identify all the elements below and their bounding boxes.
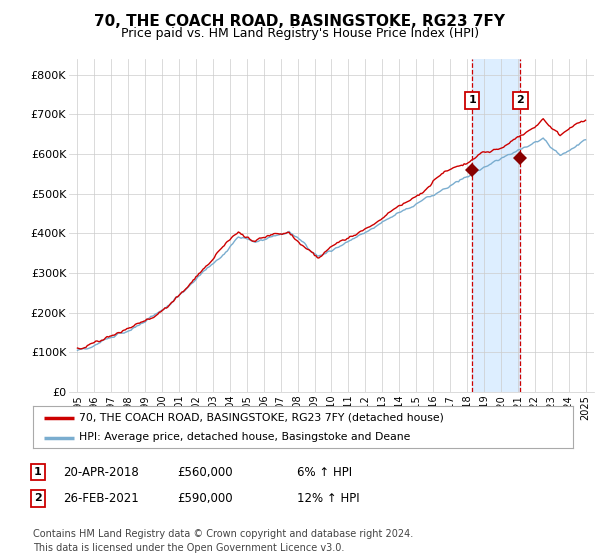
Text: 2: 2 — [34, 493, 41, 503]
Text: 26-FEB-2021: 26-FEB-2021 — [63, 492, 139, 505]
Text: Price paid vs. HM Land Registry's House Price Index (HPI): Price paid vs. HM Land Registry's House … — [121, 27, 479, 40]
Text: 1: 1 — [468, 95, 476, 105]
Bar — [472, 59, 520, 392]
Text: 2: 2 — [517, 95, 524, 105]
Text: 1: 1 — [34, 467, 41, 477]
Text: 70, THE COACH ROAD, BASINGSTOKE, RG23 7FY (detached house): 70, THE COACH ROAD, BASINGSTOKE, RG23 7F… — [79, 413, 444, 423]
Text: 20-APR-2018: 20-APR-2018 — [63, 465, 139, 479]
Text: 6% ↑ HPI: 6% ↑ HPI — [297, 465, 352, 479]
Text: Contains HM Land Registry data © Crown copyright and database right 2024.
This d: Contains HM Land Registry data © Crown c… — [33, 529, 413, 553]
Text: HPI: Average price, detached house, Basingstoke and Deane: HPI: Average price, detached house, Basi… — [79, 432, 410, 442]
Text: 12% ↑ HPI: 12% ↑ HPI — [297, 492, 359, 505]
Text: £560,000: £560,000 — [177, 465, 233, 479]
Text: 70, THE COACH ROAD, BASINGSTOKE, RG23 7FY: 70, THE COACH ROAD, BASINGSTOKE, RG23 7F… — [95, 14, 505, 29]
Text: £590,000: £590,000 — [177, 492, 233, 505]
